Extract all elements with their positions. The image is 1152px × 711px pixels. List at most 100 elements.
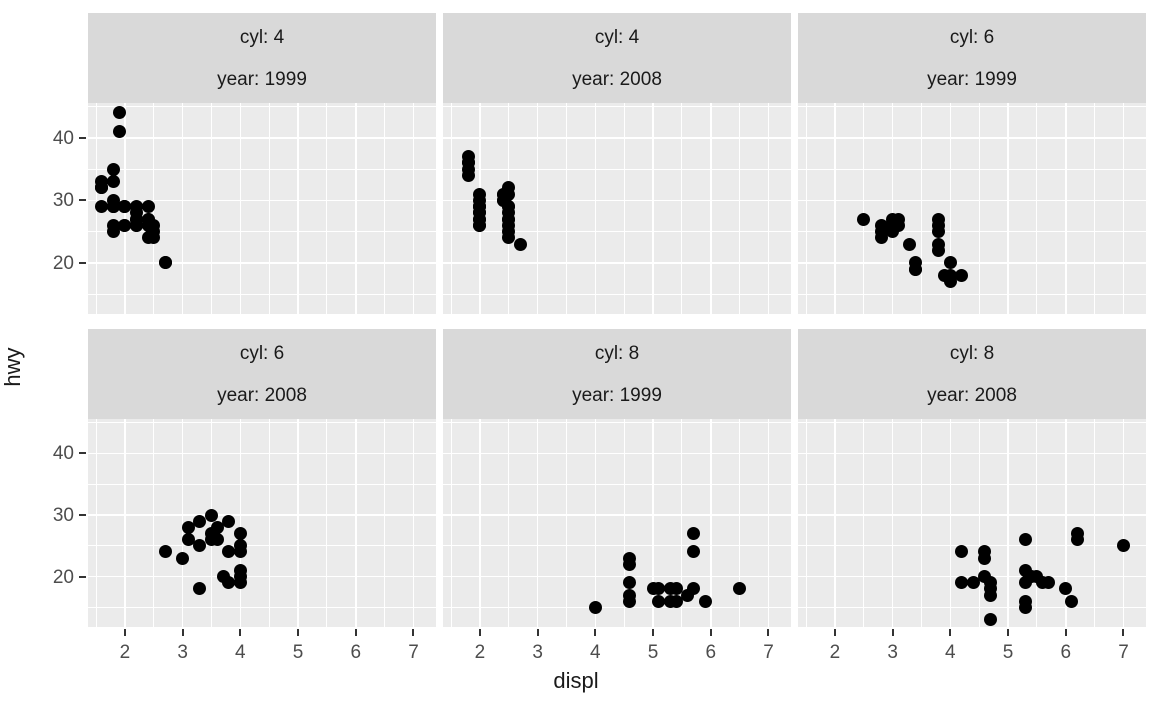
x-tick-mark [478, 629, 481, 636]
x-major-gridline [297, 419, 299, 627]
facet-strip-label-cyl: cyl: 8 [949, 343, 995, 364]
data-point [106, 162, 120, 176]
facet-strip-label-cyl: cyl: 8 [594, 343, 640, 364]
data-point [461, 168, 475, 182]
data-point [1116, 539, 1130, 553]
x-tick-mark [709, 629, 712, 636]
x-minor-gridline [805, 103, 807, 314]
x-minor-gridline [450, 419, 452, 627]
data-point [193, 582, 207, 596]
x-minor-gridline [1036, 419, 1038, 627]
x-tick-mark [297, 629, 300, 636]
x-tick-mark [767, 629, 770, 636]
data-point [158, 545, 172, 559]
y-minor-gridline [443, 168, 791, 170]
data-point [141, 200, 155, 214]
data-point [112, 106, 126, 120]
data-point [158, 256, 172, 270]
x-tick-label: 6 [1060, 642, 1072, 663]
x-axis-title: displ [553, 668, 599, 693]
data-point [932, 243, 946, 257]
data-point [874, 231, 888, 245]
x-major-gridline [297, 103, 299, 314]
data-point [1041, 576, 1055, 590]
facet-strip-label-cyl: cyl: 4 [239, 27, 285, 48]
x-tick-label: 2 [829, 642, 841, 663]
data-point [210, 520, 224, 534]
data-point [233, 576, 247, 590]
y-tick-label: 20 [52, 252, 74, 274]
x-minor-gridline [681, 419, 683, 627]
data-point [193, 539, 207, 553]
x-major-gridline [594, 419, 597, 627]
x-minor-gridline [268, 103, 270, 314]
facet-strip-label-year: year: 2008 [927, 385, 1017, 406]
y-minor-gridline [798, 422, 1146, 424]
x-tick-mark [891, 629, 894, 636]
x-major-gridline [709, 419, 712, 627]
y-tick-mark [79, 261, 86, 264]
y-major-gridline [798, 199, 1146, 202]
data-point [176, 551, 190, 565]
x-major-gridline [1007, 419, 1009, 627]
x-major-gridline [536, 419, 539, 627]
data-point [181, 520, 195, 534]
x-minor-gridline [921, 103, 922, 314]
y-minor-gridline [798, 231, 1146, 233]
facet-strip: cyl: 6 year: 2008 [88, 329, 436, 419]
x-major-gridline [412, 419, 415, 627]
x-major-gridline [652, 419, 654, 627]
x-tick-mark [1007, 629, 1010, 636]
data-point [95, 200, 109, 214]
x-major-gridline [1064, 419, 1067, 627]
x-minor-gridline [623, 419, 625, 627]
y-minor-gridline [798, 293, 1146, 295]
x-tick-label: 6 [705, 642, 717, 663]
x-tick-label: 3 [887, 642, 898, 663]
data-point [891, 218, 905, 232]
y-tick-label: 40 [52, 443, 74, 465]
y-major-gridline [88, 452, 436, 455]
y-minor-gridline [798, 106, 1146, 108]
x-major-gridline [1122, 103, 1125, 314]
x-minor-gridline [921, 419, 922, 627]
y-minor-gridline [88, 106, 436, 108]
facet-strip: cyl: 8 year: 2008 [798, 329, 1146, 419]
x-tick-mark [239, 629, 242, 636]
data-point [978, 551, 992, 565]
x-minor-gridline [566, 103, 567, 314]
y-minor-gridline [443, 231, 791, 233]
data-point [473, 218, 487, 232]
x-tick-mark [594, 629, 597, 636]
x-minor-gridline [566, 419, 567, 627]
x-tick-label: 7 [763, 642, 774, 663]
x-tick-label: 4 [590, 642, 601, 663]
x-major-gridline [1122, 419, 1125, 627]
data-point [652, 582, 666, 596]
x-minor-gridline [508, 419, 510, 627]
x-minor-gridline [153, 419, 155, 627]
data-point [903, 237, 917, 251]
y-major-gridline [443, 514, 791, 516]
x-minor-gridline [95, 419, 97, 627]
data-point [857, 212, 871, 226]
x-minor-gridline [326, 103, 328, 314]
x-tick-mark [123, 629, 126, 636]
y-minor-gridline [88, 422, 436, 424]
y-minor-gridline [88, 168, 436, 170]
x-major-gridline [767, 419, 770, 627]
data-point [733, 582, 747, 596]
data-point [112, 125, 126, 139]
x-major-gridline [354, 103, 357, 314]
x-minor-gridline [978, 419, 980, 627]
x-major-gridline [124, 419, 126, 627]
facet-strip-label-year: year: 1999 [572, 385, 662, 406]
y-major-gridline [443, 452, 791, 455]
facet-strip: cyl: 4 year: 2008 [443, 13, 791, 103]
y-tick-mark [79, 452, 86, 455]
y-major-gridline [88, 262, 436, 264]
data-point [652, 594, 666, 608]
facet-strip-label-cyl: cyl: 4 [594, 27, 640, 48]
data-point [955, 268, 969, 282]
